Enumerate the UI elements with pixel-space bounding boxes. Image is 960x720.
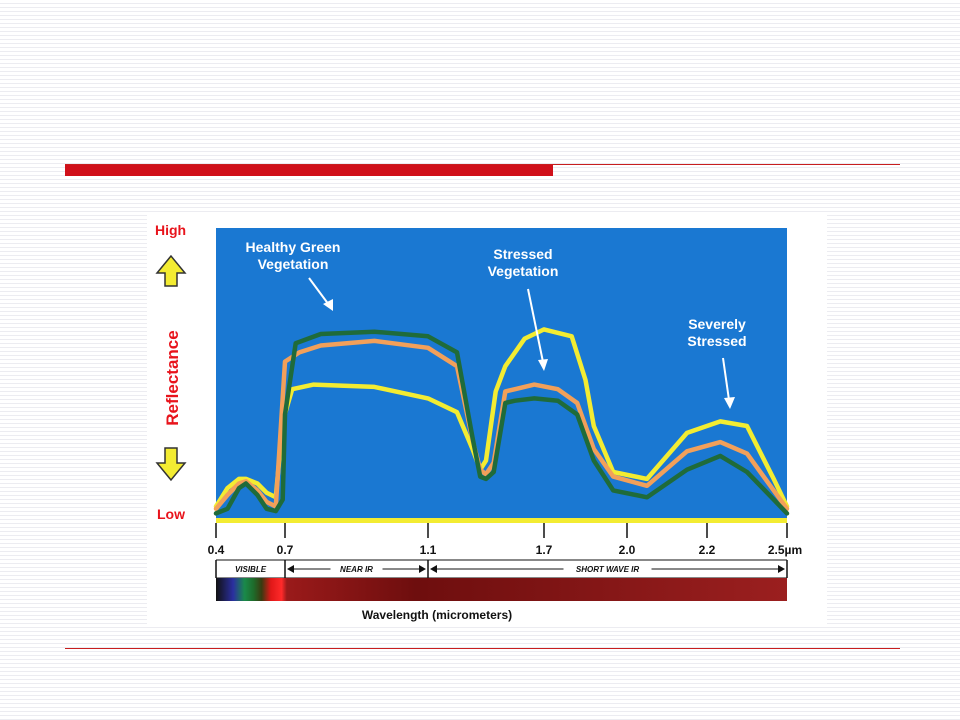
x-tick-label: 1.1 [420,543,437,557]
series-line-stressed [213,338,790,512]
stressed-pointer-line [527,288,544,363]
band-arrow-left-icon [430,565,437,573]
spectrum-bar [216,578,787,601]
healthy-pointer-arrowhead [323,299,333,311]
series-layer [213,327,790,516]
series-label-stressed: Stressed Vegetation [488,246,559,279]
arrow-down-icon [155,447,187,482]
severe-pointer-line [722,357,730,401]
x-tick-layer: 0.4 0.7 1.1 1.7 2.0 2.2 2.5µm [208,523,802,557]
series-label-severe: Severely Stressed [687,316,746,349]
label-stressed-line1: Stressed [493,246,552,262]
reflectance-figure: High Reflectance Low Healthy Green Vegeta… [147,212,827,626]
y-high-label: High [155,222,186,238]
x-tick-label: 0.4 [208,543,225,557]
footer-rule [65,648,900,649]
title-rule-thin [65,164,900,165]
band-label-bg [563,563,652,575]
x-tick-label: 0.7 [277,543,294,557]
label-severe-line2: Stressed [687,333,746,349]
band-arrow-right-icon [778,565,785,573]
x-tick-label: 2.0 [619,543,636,557]
baseline-strip [216,518,787,523]
healthy-pointer-line [308,277,330,306]
label-healthy-line1: Healthy Green [246,239,341,255]
series-line-severe [213,327,790,509]
label-stressed-line2: Vegetation [488,263,559,279]
band-arrow-right-icon [419,565,426,573]
x-tick-label: 2.2 [699,543,716,557]
severe-pointer-arrowhead [724,397,735,409]
label-severe-line1: Severely [688,316,746,332]
band-arrow-left-icon [287,565,294,573]
band-label-bg [330,563,383,575]
reflectance-chart: High Reflectance Low Healthy Green Vegeta… [155,222,802,622]
band-label: NEAR IR [340,565,373,574]
band-label: SHORT WAVE IR [576,565,639,574]
x-tick-label: 1.7 [536,543,553,557]
x-tick-label: 2.5µm [768,543,802,557]
arrow-up-icon [155,254,187,287]
label-healthy-line2: Vegetation [258,256,329,272]
y-axis-title: Reflectance [163,330,182,425]
series-label-healthy: Healthy Green Vegetation [246,239,341,272]
band-label: VISIBLE [235,565,267,574]
band-layer: VISIBLE NEAR IR SHORT WAVE IR [215,560,788,578]
title-rule-accent-bar [65,165,553,176]
stressed-pointer-arrowhead [538,359,548,371]
y-low-label: Low [157,506,185,522]
x-axis-title: Wavelength (micrometers) [362,608,512,622]
series-line-healthy [213,329,790,516]
